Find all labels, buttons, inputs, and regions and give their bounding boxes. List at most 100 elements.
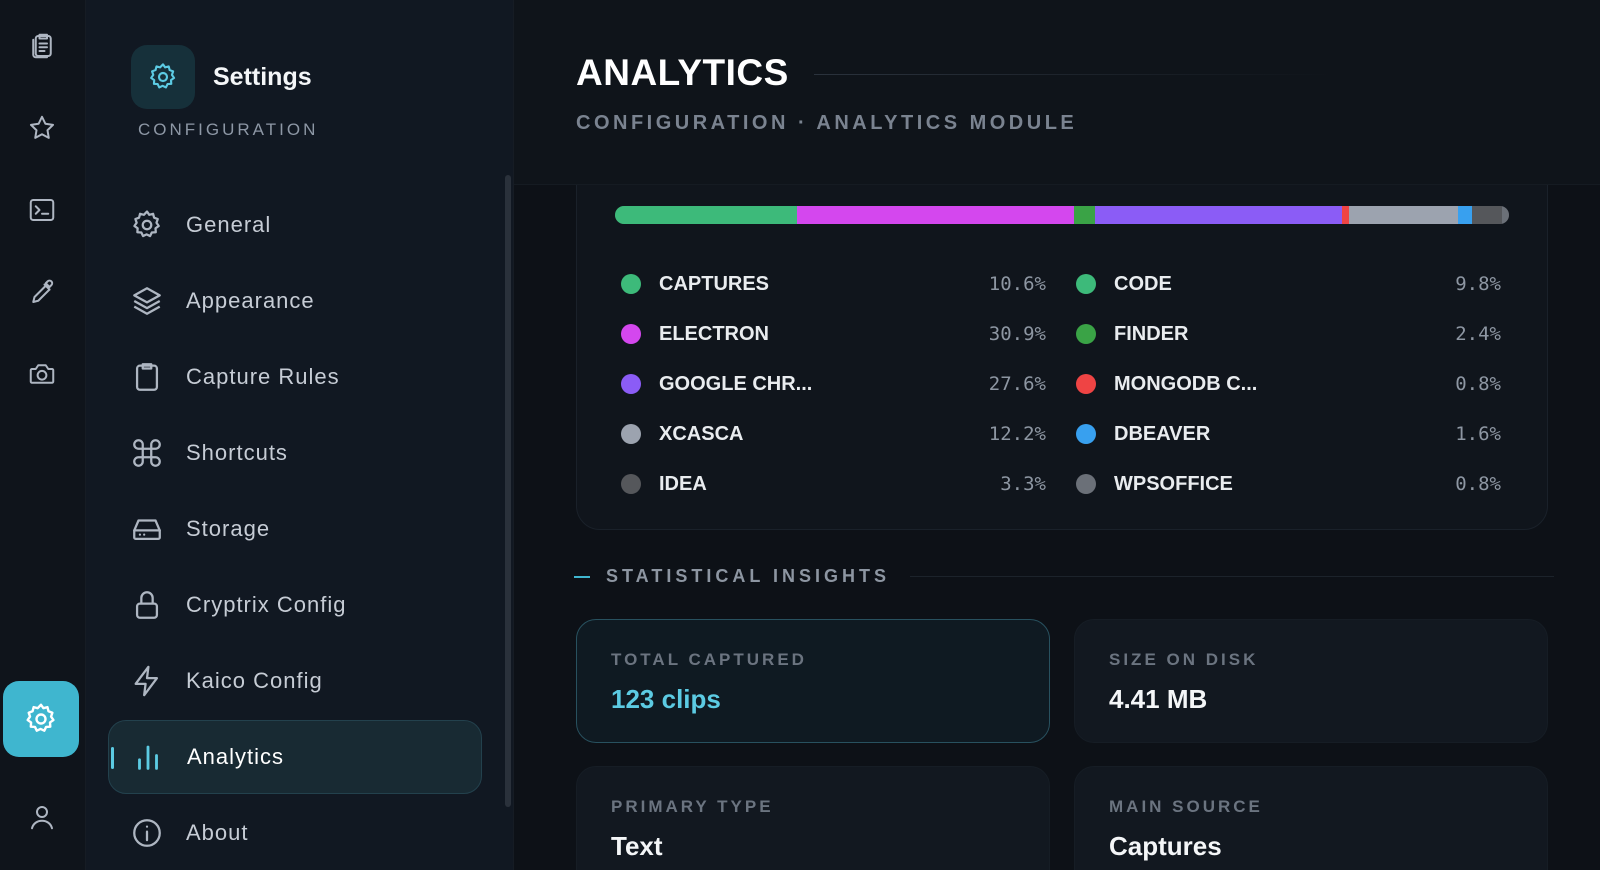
- stat-label: PRIMARY TYPE: [611, 797, 774, 816]
- lightning-icon: [134, 665, 159, 697]
- legend-item: CAPTURES 10.6%: [621, 259, 1046, 309]
- nav-item-shortcuts[interactable]: Shortcuts: [108, 416, 482, 490]
- legend-item: MONGODB C... 0.8%: [1076, 359, 1501, 409]
- distribution-segment: [1457, 206, 1473, 224]
- command-icon: [133, 439, 161, 467]
- distribution-segment: [709, 206, 798, 224]
- nav-item-storage[interactable]: Storage: [108, 492, 482, 566]
- distribution-segment: [615, 206, 710, 224]
- legend-item: GOOGLE CHR... 27.6%: [621, 359, 1046, 409]
- stat-main-source: MAIN SOURCE Captures: [1074, 766, 1548, 870]
- info-icon: [133, 819, 161, 847]
- title-divider: [814, 74, 1334, 75]
- legend-item: IDEA 3.3%: [621, 459, 1046, 509]
- legend-percent: 9.8%: [1455, 273, 1501, 295]
- stat-value: Text: [611, 831, 663, 861]
- clipboard-icon: [135, 363, 159, 391]
- legend-percent: 0.8%: [1455, 373, 1501, 395]
- nav-item-appearance[interactable]: Appearance: [108, 264, 482, 338]
- stat-value: Captures: [1109, 831, 1222, 861]
- legend-name: GOOGLE CHR...: [659, 372, 813, 395]
- sidebar-scrollbar[interactable]: [505, 175, 511, 807]
- distribution-segment: [1472, 206, 1502, 224]
- nav-item-about[interactable]: About: [108, 796, 482, 870]
- heading-text: STATISTICAL INSIGHTS: [606, 566, 891, 586]
- legend-name: ELECTRON: [659, 322, 769, 345]
- nav-item-capture-rules[interactable]: Capture Rules: [108, 340, 482, 414]
- distribution-segment: [1341, 206, 1349, 224]
- legend-dot-icon: [621, 424, 641, 444]
- distribution-segment: [1095, 206, 1342, 224]
- camera-icon[interactable]: [18, 350, 66, 398]
- settings-icon[interactable]: [3, 681, 79, 757]
- stat-size-on-disk: SIZE ON DISK 4.41 MB: [1074, 619, 1548, 743]
- legend-name: FINDER: [1114, 322, 1189, 345]
- legend-item: ELECTRON 30.9%: [621, 309, 1046, 359]
- settings-sidebar: Settings CONFIGURATION General Appearanc…: [86, 0, 514, 870]
- main-content: CAPTURES 10.6% CODE 9.8% ELECTRON 30.9% FINDER…: [514, 0, 1600, 870]
- legend-percent: 27.6%: [988, 373, 1046, 395]
- legend-item: CODE 9.8%: [1076, 259, 1501, 309]
- clipboard-icon[interactable]: [18, 22, 66, 70]
- nav-item-kaico-config[interactable]: Kaico Config: [108, 644, 482, 718]
- legend-name: IDEA: [659, 472, 707, 495]
- legend-percent: 1.6%: [1455, 423, 1501, 445]
- lock-icon: [135, 591, 159, 619]
- nav-item-cryptrix-config[interactable]: Cryptrix Config: [108, 568, 482, 642]
- nav-item-label: Appearance: [186, 288, 315, 313]
- nav-item-general[interactable]: General: [108, 188, 482, 262]
- stat-label: MAIN SOURCE: [1109, 797, 1263, 816]
- stat-primary-type: PRIMARY TYPE Text: [576, 766, 1050, 870]
- legend-dot-icon: [621, 324, 641, 344]
- page-title: ANALYTICS: [576, 52, 789, 93]
- legend-dot-icon: [1076, 274, 1096, 294]
- settings-brand: Settings: [131, 45, 312, 109]
- legend-percent: 30.9%: [988, 323, 1046, 345]
- distribution-segment: [1501, 206, 1509, 224]
- legend-name: MONGODB C...: [1114, 372, 1258, 395]
- user-icon[interactable]: [18, 793, 66, 841]
- stat-total-captured: TOTAL CAPTURED 123 clips: [576, 619, 1050, 743]
- legend-dot-icon: [1076, 424, 1096, 444]
- legend-name: WPSOFFICE: [1114, 472, 1233, 495]
- star-icon[interactable]: [18, 104, 66, 152]
- distribution-card: CAPTURES 10.6% CODE 9.8% ELECTRON 30.9% FINDER…: [576, 150, 1548, 530]
- legend-percent: 3.3%: [1000, 473, 1046, 495]
- legend-item: WPSOFFICE 0.8%: [1076, 459, 1501, 509]
- settings-gear-icon: [131, 45, 195, 109]
- legend-dot-icon: [621, 374, 641, 394]
- nav-item-label: General: [186, 212, 272, 237]
- legend-percent: 10.6%: [988, 273, 1046, 295]
- stat-value: 4.41 MB: [1109, 684, 1208, 714]
- distribution-bar: [615, 206, 1509, 224]
- hard-drive-icon: [133, 519, 161, 541]
- settings-title: Settings: [213, 62, 312, 91]
- nav-item-label: Shortcuts: [186, 440, 288, 465]
- layers-icon: [133, 287, 161, 315]
- stat-label: SIZE ON DISK: [1109, 650, 1259, 669]
- nav-item-label: Capture Rules: [186, 364, 340, 389]
- distribution-legend: CAPTURES 10.6% CODE 9.8% ELECTRON 30.9% FINDER…: [621, 259, 1501, 509]
- nav-item-label: Kaico Config: [186, 668, 323, 693]
- terminal-icon[interactable]: [18, 186, 66, 234]
- legend-dot-icon: [1076, 374, 1096, 394]
- legend-item: FINDER 2.4%: [1076, 309, 1501, 359]
- legend-name: CAPTURES: [659, 272, 770, 295]
- legend-item: DBEAVER 1.6%: [1076, 409, 1501, 459]
- settings-subtitle: CONFIGURATION: [138, 120, 319, 139]
- heading-dash: [574, 575, 590, 578]
- legend-dot-icon: [1076, 324, 1096, 344]
- legend-name: DBEAVER: [1114, 422, 1211, 445]
- settings-nav: General Appearance Capture Rules Shortcu…: [108, 188, 482, 870]
- nav-item-analytics[interactable]: Analytics: [108, 720, 482, 794]
- nav-item-label: Analytics: [187, 744, 285, 769]
- legend-dot-icon: [621, 474, 641, 494]
- page-subtitle: CONFIGURATION · ANALYTICS MODULE: [576, 112, 1078, 134]
- nav-item-label: About: [186, 820, 249, 845]
- legend-name: CODE: [1114, 272, 1172, 295]
- bar-chart-icon: [138, 745, 158, 770]
- color-picker-icon[interactable]: [18, 268, 66, 316]
- legend-dot-icon: [1076, 474, 1096, 494]
- icon-rail: [0, 0, 86, 870]
- heading-line: [910, 576, 1554, 577]
